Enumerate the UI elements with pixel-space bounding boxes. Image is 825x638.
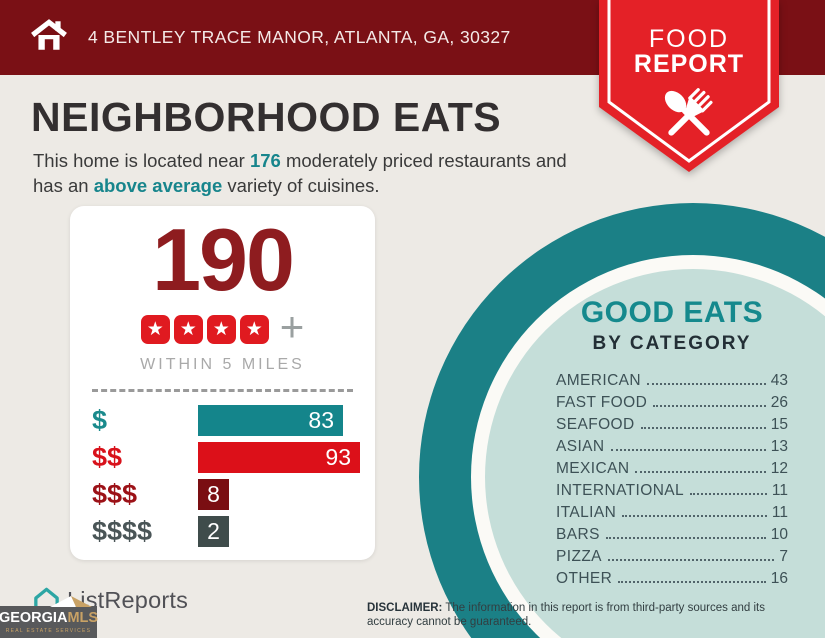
radius-label: WITHIN 5 MILES [140, 356, 305, 373]
total-restaurants: 190 [152, 210, 295, 309]
category-value: 7 [779, 548, 788, 565]
intro-text: This home is located near 176 moderately… [33, 148, 593, 198]
price-bar-chart: $ 83 $$ 93 $$$ 8 $$$$ 2 [70, 405, 375, 547]
category-value: 12 [770, 460, 788, 477]
disclaimer: DISCLAIMER: The information in this repo… [367, 601, 812, 631]
good-eats-title: GOOD EATS [580, 296, 764, 329]
stats-card: 190 ★ ★ ★ ★ + WITHIN 5 MILES $ 83 $$ 93 $$$… [70, 206, 375, 560]
category-value: 11 [771, 482, 788, 499]
georgia-mls-logo: GEORGIAMLS REAL ESTATE SERVICES [0, 596, 99, 638]
category-label: AMERICAN [556, 372, 642, 389]
gmls-tagline: REAL ESTATE SERVICES [5, 627, 92, 634]
category-row: ASIAN 13 [556, 438, 788, 460]
price-bar-value: 2 [207, 518, 220, 544]
price-tier-label: $$$ [92, 479, 138, 509]
category-value: 10 [770, 526, 788, 543]
dotted-leader [622, 515, 767, 517]
dotted-leader [653, 405, 766, 407]
dotted-leader [610, 449, 766, 451]
price-bar-value: 8 [207, 481, 220, 507]
intro-part2: moderately priced restaurants and has an [33, 150, 567, 197]
price-bar: 83 [198, 405, 343, 436]
good-eats-panel: GOOD EATS BY CATEGORY AMERICAN 43 FAST FO… [556, 296, 788, 592]
category-row: SEAFOOD 15 [556, 416, 788, 438]
category-row: PIZZA 7 [556, 548, 788, 570]
ribbon-title-line2: REPORT [633, 50, 745, 78]
category-label: BARS [556, 526, 600, 543]
category-row: OTHER 16 [556, 570, 788, 592]
category-label: SEAFOOD [556, 416, 635, 433]
dotted-leader [690, 493, 767, 495]
price-tier-label: $$ [92, 442, 123, 472]
house-icon [30, 15, 68, 60]
category-label: MEXICAN [556, 460, 630, 477]
ribbon-shape-icon [599, 0, 779, 172]
price-bar-value: 93 [325, 444, 351, 470]
food-report-ribbon: FOOD REPORT [599, 0, 779, 172]
gmls-roof-icon [50, 596, 92, 607]
price-bar-row: $ 83 [92, 405, 375, 436]
price-tier-label: $$$$ [92, 516, 153, 546]
dotted-leader [635, 471, 766, 473]
category-label: OTHER [556, 570, 613, 587]
category-value: 15 [770, 416, 788, 433]
price-bar: 93 [198, 442, 360, 473]
variety-highlight: above average [93, 175, 223, 197]
dotted-leader [605, 537, 766, 539]
star-icon: ★ [206, 314, 236, 344]
category-row: ITALIAN 11 [556, 504, 788, 526]
dotted-leader [607, 559, 775, 561]
star-icon: ★ [239, 314, 269, 344]
dotted-leader [647, 383, 766, 385]
plus-icon: + [279, 303, 305, 350]
spoon-fork-icon [664, 88, 713, 136]
star-rating: ★ ★ ★ ★ + [70, 306, 375, 348]
star-badges: ★ ★ ★ ★ [140, 314, 269, 344]
page-title: NEIGHBORHOOD EATS [31, 94, 502, 140]
category-row: AMERICAN 43 [556, 372, 788, 394]
price-bar: 2 [198, 516, 229, 547]
category-list: AMERICAN 43 FAST FOOD 26 SEAFOOD 15 ASIAN 13… [556, 372, 788, 592]
disclaimer-text: The information in this report is from t… [367, 601, 765, 629]
category-row: BARS 10 [556, 526, 788, 548]
category-row: INTERNATIONAL 11 [556, 482, 788, 504]
category-label: ITALIAN [556, 504, 617, 521]
category-value: 26 [770, 394, 788, 411]
price-bar-value: 83 [308, 407, 334, 433]
intro-part1: This home is located near [33, 150, 250, 171]
intro-part3: variety of cuisines. [222, 175, 380, 197]
dotted-leader [618, 581, 766, 583]
dashed-divider [92, 389, 353, 392]
good-eats-subtitle: BY CATEGORY [592, 333, 752, 354]
category-label: INTERNATIONAL [556, 482, 685, 499]
star-icon: ★ [173, 314, 203, 344]
category-value: 16 [770, 570, 788, 587]
price-bar-row: $$ 93 [92, 442, 375, 473]
category-value: 11 [771, 504, 788, 521]
gmls-name: GEORGIAMLS [0, 610, 99, 627]
restaurant-count: 176 [249, 150, 281, 171]
price-bar-row: $$$$ 2 [92, 516, 375, 547]
price-bar: 8 [198, 479, 229, 510]
category-label: FAST FOOD [556, 394, 648, 411]
category-row: FAST FOOD 26 [556, 394, 788, 416]
category-label: PIZZA [556, 548, 602, 565]
price-bar-row: $$$ 8 [92, 479, 375, 510]
category-value: 13 [770, 438, 788, 455]
dotted-leader [640, 427, 766, 429]
price-tier-label: $ [92, 405, 108, 435]
star-icon: ★ [140, 314, 170, 344]
category-value: 43 [770, 372, 788, 389]
disclaimer-label: DISCLAIMER: [367, 601, 443, 614]
category-label: ASIAN [556, 438, 605, 455]
property-address: 4 BENTLEY TRACE MANOR, ATLANTA, GA, 3032… [88, 27, 511, 47]
ribbon-title-line1: FOOD [648, 25, 730, 53]
category-row: MEXICAN 12 [556, 460, 788, 482]
